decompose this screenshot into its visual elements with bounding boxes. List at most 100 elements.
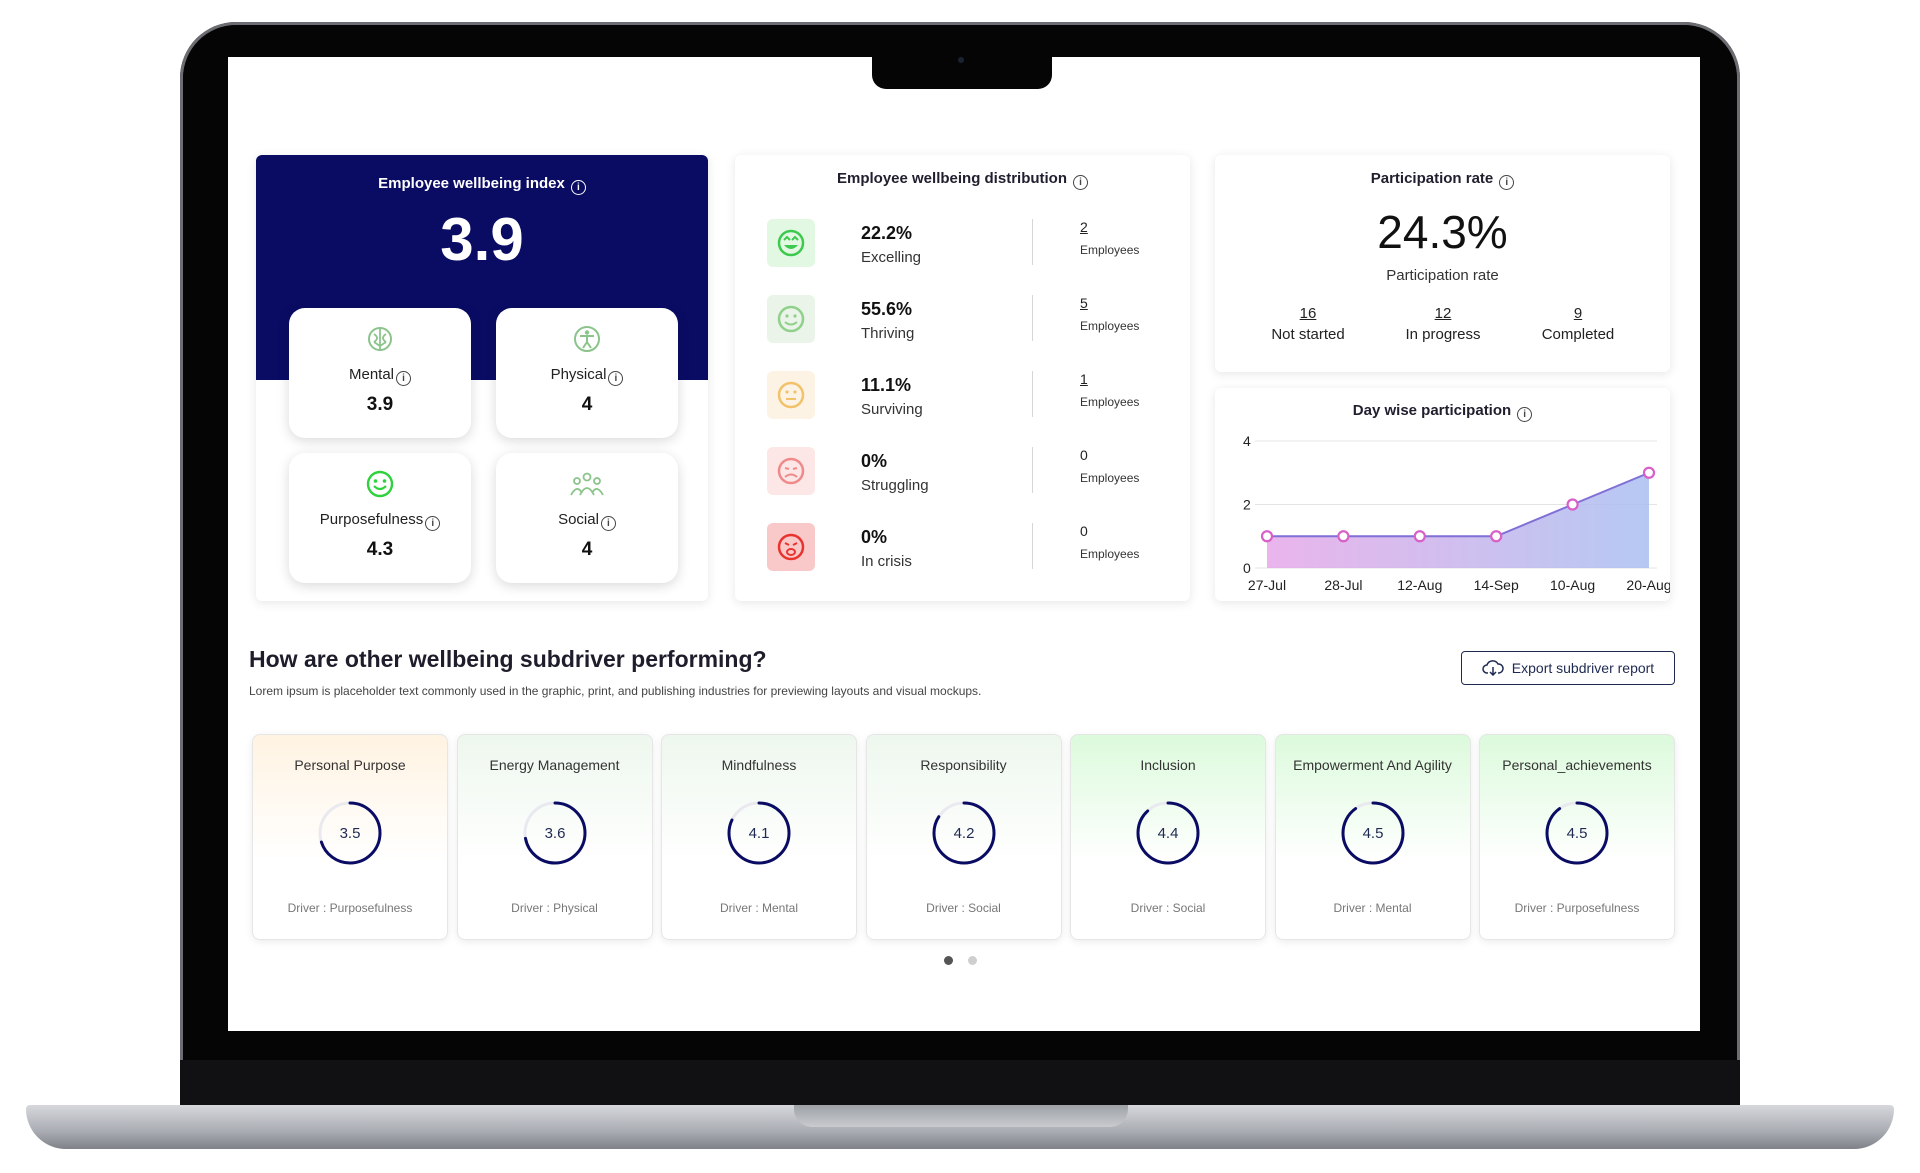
- info-icon[interactable]: i: [608, 371, 624, 386]
- info-icon[interactable]: i: [1499, 175, 1515, 190]
- distribution-unit: Employees: [1080, 243, 1140, 257]
- distribution-label: Surviving: [861, 401, 923, 418]
- sub-card-social[interactable]: Social i 4: [496, 453, 678, 583]
- distribution-row-in-crisis: 0% In crisis 0 Employees: [767, 521, 1157, 581]
- score-ring: 3.5: [318, 801, 382, 865]
- info-icon[interactable]: i: [570, 180, 586, 195]
- index-title: Employee wellbeing index i: [256, 175, 708, 195]
- daywise-title-text: Day wise participation: [1352, 402, 1512, 419]
- laptop-chin: [180, 1060, 1740, 1106]
- subdriver-name: Responsibility: [920, 757, 1007, 773]
- export-subdriver-report-button[interactable]: Export subdriver report: [1461, 651, 1675, 685]
- stat-in-progress[interactable]: 12 In progress: [1373, 305, 1513, 343]
- day-wise-participation-card: Day wise participation i 0 2 4 27-Jul 28-Jul 1…: [1215, 388, 1670, 601]
- subdriver-score: 4.2: [953, 825, 974, 842]
- distribution-label: Thriving: [861, 325, 915, 342]
- thriving-face-icon: [767, 295, 815, 343]
- subdriver-name: Energy Management: [489, 757, 620, 773]
- distribution-title: Employee wellbeing distribution i: [735, 170, 1190, 190]
- participation-value: 24.3%: [1377, 206, 1508, 258]
- score-ring: 4.5: [1341, 801, 1404, 865]
- daywise-title: Day wise participation i: [1215, 402, 1670, 422]
- info-icon[interactable]: i: [1073, 175, 1089, 190]
- subdriver-driver: Driver : Purposefulness: [287, 901, 413, 915]
- score-ring: 3.6: [523, 801, 586, 865]
- data-point[interactable]: [1413, 530, 1426, 543]
- divider: [1032, 295, 1033, 341]
- data-point[interactable]: [1566, 498, 1579, 511]
- distribution-unit: Employees: [1080, 319, 1140, 333]
- sub-value: 3.9: [366, 394, 394, 415]
- score-ring: 4.2: [932, 801, 995, 865]
- info-icon[interactable]: i: [396, 371, 412, 386]
- score-ring: 4.5: [1545, 801, 1609, 865]
- person-icon: [574, 326, 600, 352]
- distribution-label: In crisis: [861, 553, 912, 570]
- subdriver-driver: Driver : Social: [926, 901, 1001, 915]
- distribution-percent: 22.2%: [861, 223, 913, 243]
- divider: [1032, 219, 1033, 265]
- subdriver-section-description: Lorem ipsum is placeholder text commonly…: [249, 684, 982, 698]
- carousel-dot-1[interactable]: [944, 956, 953, 965]
- subdriver-card[interactable]: Mindfulness 4.1 Driver : Mental: [661, 734, 857, 940]
- subdriver-card[interactable]: Inclusion 4.4 Driver : Social: [1070, 734, 1266, 940]
- info-icon[interactable]: i: [600, 516, 616, 531]
- sub-card-physical[interactable]: Physical i 4: [496, 308, 678, 438]
- stat-number[interactable]: 12: [1434, 305, 1452, 322]
- stat-not-started[interactable]: 16 Not started: [1238, 305, 1378, 343]
- stat-label: In progress: [1405, 326, 1481, 343]
- data-point[interactable]: [1490, 530, 1503, 543]
- carousel-dot-2[interactable]: [968, 956, 977, 965]
- distribution-row-struggling: 0% Struggling 0 Employees: [767, 445, 1157, 505]
- wellbeing-distribution-card: Employee wellbeing distribution i 22.2% E…: [735, 155, 1190, 601]
- subdriver-card[interactable]: Energy Management 3.6 Driver : Physical: [456, 734, 653, 940]
- excelling-face-icon: [767, 219, 815, 267]
- sub-card-mental[interactable]: Mental i 3.9: [289, 308, 471, 438]
- stat-completed[interactable]: 9 Completed: [1508, 305, 1648, 343]
- x-tick-label: 20-Aug: [1626, 577, 1670, 593]
- distribution-count-link[interactable]: 1: [1080, 371, 1088, 387]
- subdriver-card[interactable]: Personal Purpose 3.5 Driver : Purposefulne…: [252, 734, 448, 940]
- score-ring: 4.1: [727, 801, 791, 865]
- laptop-base-groove: [794, 1105, 1128, 1127]
- struggling-face-icon: [767, 447, 815, 495]
- subdriver-name: Mindfulness: [721, 757, 797, 773]
- distribution-count-link[interactable]: 2: [1080, 219, 1088, 235]
- subdriver-card[interactable]: Empowerment And Agility 4.5 Driver : Menta…: [1274, 734, 1471, 940]
- y-tick-label: 0: [1243, 560, 1251, 576]
- stat-label: Not started: [1271, 326, 1345, 343]
- distribution-count-link[interactable]: 5: [1080, 295, 1088, 311]
- sub-label: Purposefulness: [319, 511, 424, 528]
- distribution-percent: 55.6%: [861, 299, 913, 319]
- index-title-text: Employee wellbeing index: [378, 175, 565, 192]
- series-line: [1267, 471, 1650, 538]
- x-tick-label: 12-Aug: [1397, 577, 1442, 593]
- participation-subtitle: Participation rate: [1386, 267, 1499, 284]
- info-icon[interactable]: i: [1517, 407, 1533, 422]
- data-point[interactable]: [1260, 530, 1274, 543]
- score-ring: 4.4: [1136, 801, 1200, 865]
- stat-label: Completed: [1541, 326, 1615, 343]
- subdriver-card[interactable]: Responsibility 4.2 Driver : Social: [865, 734, 1062, 940]
- distribution-count: 0: [1080, 523, 1088, 539]
- data-point[interactable]: [1642, 466, 1656, 479]
- sub-value: 4: [581, 539, 593, 560]
- y-tick-label: 4: [1243, 433, 1251, 449]
- stat-number[interactable]: 16: [1299, 305, 1317, 322]
- sub-card-purposefulness[interactable]: Purposefulness i 4.3: [289, 453, 471, 583]
- subdriver-score: 4.4: [1158, 825, 1179, 842]
- subdriver-name: Inclusion: [1140, 757, 1196, 773]
- subdriver-driver: Driver : Purposefulness: [1514, 901, 1640, 915]
- subdriver-score: 3.6: [544, 825, 565, 842]
- info-icon[interactable]: i: [425, 516, 441, 531]
- distribution-row-thriving: 55.6% Thriving 5 Employees: [767, 293, 1157, 353]
- subdriver-card[interactable]: Personal_achievements 4.5 Driver : Purpose…: [1479, 734, 1675, 940]
- stat-number[interactable]: 9: [1573, 305, 1583, 322]
- subdriver-section-title: How are other wellbeing subdriver perfor…: [249, 646, 767, 672]
- distribution-unit: Employees: [1080, 547, 1140, 561]
- cloud-download-icon: [1482, 660, 1504, 676]
- distribution-row-excelling: 22.2% Excelling 2 Employees: [767, 217, 1157, 277]
- data-point[interactable]: [1337, 530, 1350, 543]
- subdriver-name: Empowerment And Agility: [1293, 757, 1452, 773]
- export-button-label: Export subdriver report: [1511, 660, 1655, 676]
